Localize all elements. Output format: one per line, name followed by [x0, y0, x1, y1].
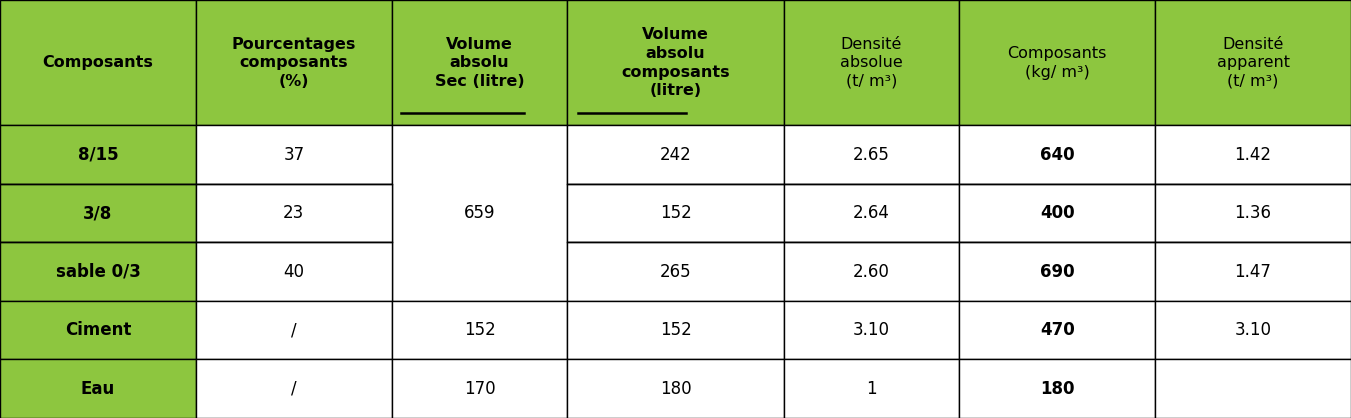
- Text: Pourcentages
composants
(%): Pourcentages composants (%): [231, 37, 357, 89]
- Bar: [784, 184, 959, 242]
- Text: 1.36: 1.36: [1235, 204, 1271, 222]
- Text: 1: 1: [866, 380, 877, 398]
- Bar: [1155, 301, 1351, 359]
- Bar: [0, 125, 196, 184]
- Bar: [784, 125, 959, 184]
- Bar: [0, 359, 196, 418]
- Bar: [0, 301, 196, 359]
- Text: 242: 242: [659, 145, 692, 164]
- Bar: [1155, 184, 1351, 242]
- Text: Eau: Eau: [81, 380, 115, 398]
- Text: 640: 640: [1040, 145, 1074, 164]
- Bar: [1155, 0, 1351, 125]
- Text: Composants: Composants: [42, 55, 154, 70]
- Text: 2.65: 2.65: [852, 145, 890, 164]
- Text: 8/15: 8/15: [77, 145, 119, 164]
- Text: Densité
absolue
(t/ m³): Densité absolue (t/ m³): [840, 37, 902, 89]
- Text: 470: 470: [1040, 321, 1074, 339]
- Text: Volume
absolu
composants
(litre): Volume absolu composants (litre): [621, 27, 730, 98]
- Bar: [784, 301, 959, 359]
- Text: 180: 180: [1040, 380, 1074, 398]
- Bar: [196, 301, 392, 359]
- Bar: [0, 242, 196, 301]
- Bar: [567, 184, 784, 242]
- Bar: [567, 359, 784, 418]
- Bar: [196, 0, 392, 125]
- Bar: [784, 0, 959, 125]
- Text: 152: 152: [659, 204, 692, 222]
- Text: /: /: [290, 380, 297, 398]
- Bar: [196, 242, 392, 301]
- Text: Volume
absolu
Sec (litre): Volume absolu Sec (litre): [435, 37, 524, 89]
- Text: 1.42: 1.42: [1235, 145, 1271, 164]
- Bar: [196, 184, 392, 242]
- Bar: [567, 301, 784, 359]
- Text: 37: 37: [284, 145, 304, 164]
- Bar: [1155, 359, 1351, 418]
- Bar: [196, 359, 392, 418]
- Bar: [959, 242, 1155, 301]
- Bar: [392, 301, 567, 359]
- Bar: [392, 125, 567, 301]
- Text: 2.60: 2.60: [852, 263, 890, 281]
- Bar: [959, 359, 1155, 418]
- Text: Composants
(kg/ m³): Composants (kg/ m³): [1008, 46, 1106, 79]
- Text: 152: 152: [659, 321, 692, 339]
- Text: 690: 690: [1040, 263, 1074, 281]
- Bar: [567, 242, 784, 301]
- Bar: [567, 0, 784, 125]
- Text: 265: 265: [659, 263, 692, 281]
- Text: 3.10: 3.10: [852, 321, 890, 339]
- Text: /: /: [290, 321, 297, 339]
- Bar: [784, 242, 959, 301]
- Bar: [1155, 242, 1351, 301]
- Bar: [959, 0, 1155, 125]
- Text: 152: 152: [463, 321, 496, 339]
- Text: Densité
apparent
(t/ m³): Densité apparent (t/ m³): [1216, 37, 1290, 89]
- Bar: [567, 125, 784, 184]
- Text: 40: 40: [284, 263, 304, 281]
- Text: 170: 170: [463, 380, 496, 398]
- Bar: [0, 0, 196, 125]
- Bar: [959, 301, 1155, 359]
- Bar: [196, 125, 392, 184]
- Text: 3/8: 3/8: [84, 204, 112, 222]
- Text: 1.47: 1.47: [1235, 263, 1271, 281]
- Text: 3.10: 3.10: [1235, 321, 1271, 339]
- Bar: [392, 359, 567, 418]
- Bar: [0, 184, 196, 242]
- Text: Ciment: Ciment: [65, 321, 131, 339]
- Bar: [959, 184, 1155, 242]
- Text: 2.64: 2.64: [852, 204, 890, 222]
- Bar: [959, 125, 1155, 184]
- Text: sable 0/3: sable 0/3: [55, 263, 141, 281]
- Bar: [392, 0, 567, 125]
- Text: 23: 23: [284, 204, 304, 222]
- Text: 659: 659: [463, 204, 496, 222]
- Text: 180: 180: [659, 380, 692, 398]
- Bar: [1155, 125, 1351, 184]
- Bar: [784, 359, 959, 418]
- Text: 400: 400: [1040, 204, 1074, 222]
